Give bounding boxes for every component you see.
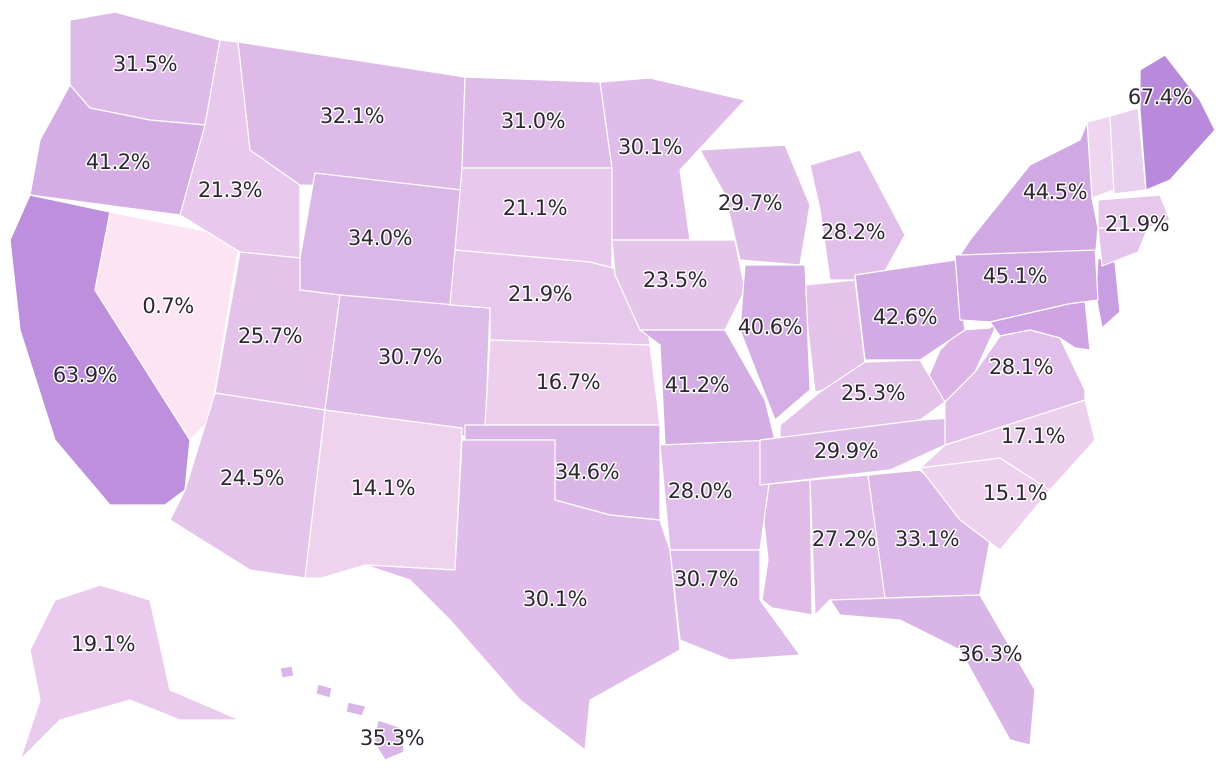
region xyxy=(669,549,801,661)
region xyxy=(944,329,1086,446)
region xyxy=(1097,194,1171,229)
region xyxy=(1139,54,1216,191)
value-label: 40.6% xyxy=(738,315,802,339)
labels: 31.5% 41.2% 63.9% 0.7% 21.3% 32.1% 34.0% 25.7% 2… xyxy=(51,51,1194,752)
region xyxy=(279,665,295,679)
value-label: 23.5% xyxy=(643,268,707,292)
value-label: 15.1% xyxy=(983,481,1047,505)
value-label: 29.7% xyxy=(718,191,782,215)
region xyxy=(829,594,1036,746)
value-label: 28.2% xyxy=(821,220,885,244)
value-label: 21.9% xyxy=(1105,212,1169,236)
value-label: 31.5% xyxy=(113,52,177,76)
region xyxy=(364,439,681,751)
region xyxy=(315,683,333,699)
region xyxy=(867,469,991,599)
value-label: 35.3% xyxy=(360,726,424,750)
value-label: 24.5% xyxy=(220,466,284,490)
value-label: 30.1% xyxy=(523,587,587,611)
value-label: 30.7% xyxy=(674,567,738,591)
unlabeled-regions xyxy=(759,107,1149,616)
value-label: 30.7% xyxy=(378,345,442,369)
regions xyxy=(9,11,1216,761)
value-label: 41.2% xyxy=(86,150,150,174)
region xyxy=(1095,257,1121,329)
region xyxy=(759,479,813,616)
value-label: 28.0% xyxy=(668,479,732,503)
value-label: 33.1% xyxy=(895,527,959,551)
value-label: 16.7% xyxy=(536,370,600,394)
value-label: 45.1% xyxy=(983,264,1047,288)
value-label: 29.9% xyxy=(814,439,878,463)
region xyxy=(854,259,966,361)
value-label: 34.6% xyxy=(555,460,619,484)
region xyxy=(599,77,746,241)
value-label: 31.0% xyxy=(501,109,565,133)
value-label: 34.0% xyxy=(348,226,412,250)
value-label: 21.3% xyxy=(198,178,262,202)
region xyxy=(809,149,906,281)
value-label: 25.7% xyxy=(238,324,302,348)
value-label: 42.6% xyxy=(873,305,937,329)
region xyxy=(373,719,405,761)
value-label: 14.1% xyxy=(351,476,415,500)
value-label: 44.5% xyxy=(1023,180,1087,204)
region xyxy=(19,584,241,761)
value-label: 30.1% xyxy=(618,135,682,159)
value-label: 21.9% xyxy=(508,282,572,306)
value-label: 27.2% xyxy=(812,527,876,551)
region xyxy=(739,264,811,421)
value-label: 0.7% xyxy=(142,294,193,318)
value-label: 21.1% xyxy=(503,196,567,220)
region xyxy=(345,701,367,717)
value-label: 67.4% xyxy=(1128,85,1192,109)
value-label: 36.3% xyxy=(958,642,1022,666)
region xyxy=(959,121,1099,256)
value-label: 28.1% xyxy=(989,355,1053,379)
value-label: 25.3% xyxy=(841,381,905,405)
value-label: 63.9% xyxy=(53,363,117,387)
value-label: 32.1% xyxy=(320,104,384,128)
value-label: 41.2% xyxy=(665,373,729,397)
value-label: 19.1% xyxy=(71,632,135,656)
value-label: 17.1% xyxy=(1001,424,1065,448)
